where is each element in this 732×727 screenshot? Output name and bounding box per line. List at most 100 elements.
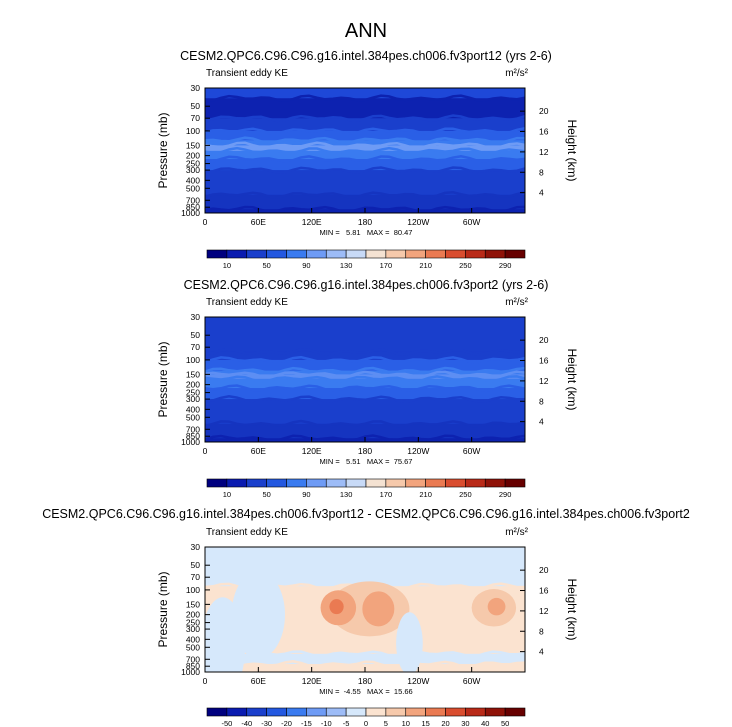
- contour-band: [205, 317, 525, 353]
- colorbar-label: 210: [419, 261, 432, 270]
- contour-blob: [231, 570, 285, 659]
- y-axis-label: Pressure (mb): [156, 112, 170, 188]
- contour-edge: [205, 384, 525, 392]
- colorbar-swatch: [484, 249, 506, 259]
- colorbar-swatch: [445, 707, 466, 717]
- colorbar-label: -15: [301, 719, 312, 727]
- contour-edge: [205, 94, 525, 103]
- contour-edge: [205, 419, 525, 428]
- colorbar-swatch: [465, 249, 486, 259]
- panels: CESM2.QPC6.C96.C96.g16.intel.384pes.ch00…: [42, 49, 690, 727]
- contour-band: [205, 378, 525, 389]
- plot-area: [205, 547, 525, 672]
- y-tick-label: 400: [186, 634, 200, 644]
- y-tick-label: 200: [186, 610, 200, 620]
- colorbar-swatch: [445, 249, 466, 259]
- colorbar-swatch: [246, 478, 267, 488]
- contour-band: [205, 388, 525, 400]
- colorbar-swatch: [385, 249, 407, 259]
- x-tick-label: 0: [203, 446, 208, 456]
- colorbar-label: 290: [499, 490, 512, 499]
- colorbar-swatch: [345, 478, 367, 488]
- contour-edge: [205, 146, 525, 155]
- y-tick-label: 1000: [181, 437, 200, 447]
- x-tick-label: 120E: [302, 217, 322, 227]
- contour-edge: [205, 434, 525, 442]
- y2-tick-label: 16: [539, 356, 549, 366]
- y-tick-label: 200: [186, 151, 200, 161]
- x-tick-label: 0: [203, 676, 208, 686]
- contour-edge: [205, 190, 525, 199]
- left-string: Transient eddy KE: [206, 68, 288, 79]
- panel-3: CESM2.QPC6.C96.C96.g16.intel.384pes.ch00…: [42, 507, 690, 727]
- colorbar-swatch: [286, 249, 307, 259]
- min-max-label: MIN = 5.51 MAX = 75.67: [320, 457, 413, 466]
- min-max-label: MIN = -4.55 MAX = 15.66: [319, 687, 412, 696]
- colorbar-swatch: [504, 478, 526, 488]
- colorbar-swatch: [306, 707, 327, 717]
- colorbar-swatch: [286, 707, 307, 717]
- y2-tick-label: 8: [539, 626, 544, 636]
- contour-band: [205, 140, 525, 146]
- y2-axis-label: Height (km): [565, 348, 579, 410]
- colorbar-swatch: [226, 707, 248, 717]
- colorbar-swatch: [325, 707, 347, 717]
- colorbar-swatch: [365, 707, 387, 717]
- y-tick-label: 400: [186, 404, 200, 414]
- x-tick-label: 180: [358, 676, 372, 686]
- y-tick-label: 70: [191, 113, 201, 123]
- colorbar-swatch: [206, 478, 228, 488]
- colorbar-label: 250: [459, 490, 472, 499]
- contour-edge: [205, 370, 525, 379]
- y-tick-label: 150: [186, 369, 200, 379]
- colorbar-swatch: [206, 707, 228, 717]
- y-tick-label: 700: [186, 424, 200, 434]
- colorbar-swatch: [465, 707, 486, 717]
- y-tick-label: 850: [186, 202, 200, 212]
- colorbar-label: 10: [223, 490, 231, 499]
- contour-band: [205, 170, 525, 196]
- contour-band: [205, 150, 525, 160]
- contour-edge: [205, 366, 525, 375]
- colorbar-swatch: [266, 249, 287, 259]
- colorbar-swatch: [365, 249, 387, 259]
- colorbar-swatch: [425, 249, 446, 259]
- left-string: Transient eddy KE: [206, 297, 288, 308]
- y-tick-label: 500: [186, 642, 200, 652]
- colorbar-swatch: [425, 707, 446, 717]
- colorbar-swatch: [345, 707, 367, 717]
- colorbar-label: -30: [261, 719, 272, 727]
- units-label: m²/s²: [505, 68, 528, 79]
- contour-band: [205, 98, 525, 119]
- y2-tick-label: 8: [539, 396, 544, 406]
- contour-band: [205, 159, 525, 171]
- contour-edge: [205, 136, 525, 145]
- colorbar-label: 90: [302, 261, 310, 270]
- y-tick-label: 700: [186, 195, 200, 205]
- contour-blob: [396, 612, 423, 672]
- y2-tick-label: 20: [539, 335, 549, 345]
- colorbar-swatch: [345, 249, 367, 259]
- x-tick-label: 120W: [407, 446, 429, 456]
- x-tick-label: 180: [358, 446, 372, 456]
- colorbar-label: 290: [499, 261, 512, 270]
- y-tick-label: 200: [186, 380, 200, 390]
- colorbar-label: -20: [281, 719, 292, 727]
- colorbar-label: -50: [221, 719, 232, 727]
- x-tick-label: 60E: [251, 217, 266, 227]
- y2-tick-label: 4: [539, 647, 544, 657]
- y-tick-label: 1000: [181, 208, 200, 218]
- y-tick-label: 300: [186, 165, 200, 175]
- y-tick-label: 50: [191, 560, 201, 570]
- colorbar-swatch: [306, 478, 327, 488]
- colorbar-label: 0: [364, 719, 368, 727]
- contour-edge: [205, 347, 525, 356]
- x-tick-label: 60W: [463, 446, 480, 456]
- y2-tick-label: 12: [539, 147, 549, 157]
- y-tick-label: 300: [186, 394, 200, 404]
- y-tick-label: 100: [186, 126, 200, 136]
- panel-title: CESM2.QPC6.C96.C96.g16.intel.384pes.ch00…: [42, 507, 690, 521]
- x-tick-label: 180: [358, 217, 372, 227]
- units-label: m²/s²: [505, 297, 528, 308]
